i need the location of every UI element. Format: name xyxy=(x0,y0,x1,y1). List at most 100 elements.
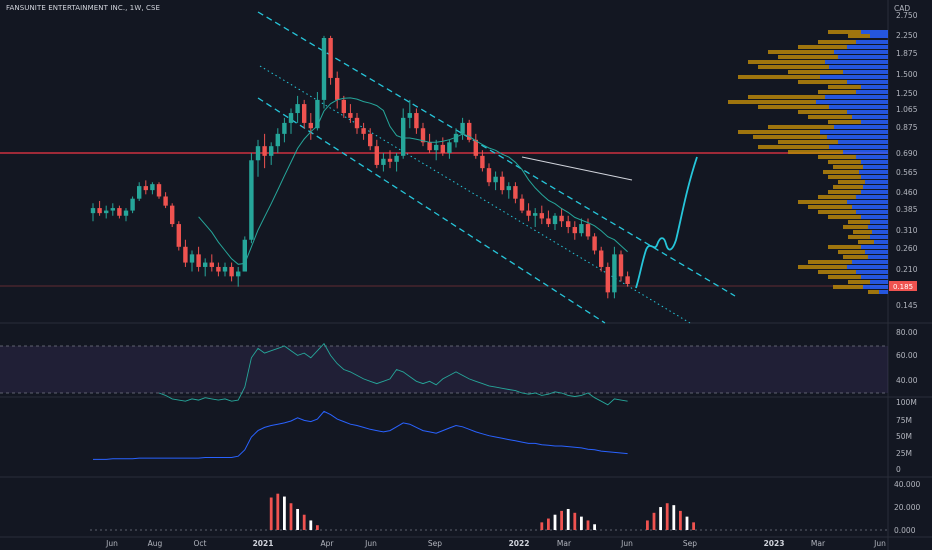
candle-body xyxy=(579,224,584,234)
candle-body xyxy=(473,139,478,156)
volume-profile-bar-up xyxy=(861,215,888,219)
histogram-bar xyxy=(580,516,583,530)
volume-profile-bar-down xyxy=(828,160,861,164)
candle-body xyxy=(288,113,294,123)
candle-body xyxy=(526,210,531,216)
time-axis-label: Jun xyxy=(105,539,118,548)
volume-profile-bar-down xyxy=(828,175,861,179)
candle-body xyxy=(308,122,313,129)
histogram-bar xyxy=(302,514,306,530)
time-axis-label: 2023 xyxy=(764,539,785,548)
candle-body xyxy=(209,262,214,267)
candle-body xyxy=(566,221,571,228)
volume-profile-bar-down xyxy=(828,275,861,279)
volume-profile-bar-up xyxy=(870,280,888,284)
time-axis[interactable]: Jun Aug Oct 2021 Apr Jun Sep 2022 Mar Jun Sep 2023 M… xyxy=(105,539,886,548)
volume-profile-bar-up xyxy=(863,165,888,169)
candle-body xyxy=(460,122,465,134)
volume-profile-bar-up xyxy=(863,285,888,289)
time-axis-label: 2022 xyxy=(509,539,530,548)
volume-profile-bar-up xyxy=(829,145,888,149)
candle-body xyxy=(216,266,221,272)
chart-title: FANSUNITE ENTERTAINMENT INC., 1W, CSE xyxy=(6,4,161,12)
volume-profile-bar-down xyxy=(868,290,879,294)
candle-body xyxy=(618,254,624,277)
candle-body xyxy=(335,77,340,100)
histogram-axis[interactable]: 40.000 20.000 0.000 xyxy=(894,480,920,535)
volume-axis[interactable]: 100M 75M 50M 25M 0 xyxy=(896,398,917,474)
candle-body xyxy=(341,99,346,114)
volume-profile-bar-down xyxy=(758,65,829,69)
candle-body xyxy=(434,144,439,151)
candle-body xyxy=(401,117,406,156)
candle-body xyxy=(546,218,551,225)
volume-profile-bar-down xyxy=(748,60,825,64)
price-axis-label: 0.875 xyxy=(896,123,918,132)
volume-profile-bar-up xyxy=(825,60,888,64)
time-axis-label: Mar xyxy=(557,539,572,548)
volume-profile-bar-down xyxy=(808,205,852,209)
volume-profile-bar-down xyxy=(798,265,847,269)
volume-profile-bar-up xyxy=(847,110,888,114)
channel-lower-line[interactable] xyxy=(257,97,606,324)
candle-body xyxy=(420,128,426,143)
candle-body xyxy=(427,142,432,151)
volume-profile-bar-down xyxy=(778,140,838,144)
rsi-axis-label: 40.00 xyxy=(896,376,918,385)
price-axis-label: 1.065 xyxy=(896,105,918,114)
currency-label: CAD xyxy=(894,4,910,13)
candle-body xyxy=(414,113,419,129)
candle-body xyxy=(533,213,538,216)
volume-profile-bar-up xyxy=(874,240,888,244)
candle-body xyxy=(486,168,492,183)
candle-body xyxy=(170,205,175,225)
volume-profile-bar-down xyxy=(748,95,825,99)
volume-profile-bar-up xyxy=(843,70,888,74)
candle-body xyxy=(559,215,564,222)
candle-body xyxy=(196,254,201,267)
volume-profile-bar-up xyxy=(852,260,888,264)
candle-body xyxy=(156,184,162,197)
volume-profile-bar-up xyxy=(825,95,888,99)
candle-body xyxy=(605,266,610,293)
candle-body xyxy=(453,133,459,143)
histogram-bar xyxy=(679,510,682,530)
price-axis-label: 0.460 xyxy=(896,188,918,197)
histogram-bar xyxy=(665,503,669,530)
volume-profile-bar-up xyxy=(829,105,888,109)
volume-axis-label: 0 xyxy=(896,465,901,474)
candle-body xyxy=(493,176,498,183)
volume-profile-bar-up xyxy=(872,230,888,234)
volume-profile-bar-up xyxy=(856,195,888,199)
moving-average-line xyxy=(198,97,628,265)
volume-profile xyxy=(728,30,888,294)
histogram-axis-label: 40.000 xyxy=(894,480,920,489)
annotation-line[interactable] xyxy=(521,156,633,181)
volume-profile-bar-down xyxy=(808,115,852,119)
histogram-bar xyxy=(685,516,689,530)
rsi-axis[interactable]: 80.00 60.00 40.00 xyxy=(896,328,918,385)
candle-body xyxy=(354,117,360,129)
candle-body xyxy=(275,133,280,147)
histogram-bar xyxy=(289,503,293,530)
candle-body xyxy=(361,128,366,134)
histogram-axis-label: 20.000 xyxy=(894,503,920,512)
volume-ma-line xyxy=(93,410,628,460)
price-axis[interactable]: 2.750 2.250 1.875 1.500 1.250 1.065 0.875 0.690… xyxy=(896,11,918,310)
candlesticks xyxy=(90,35,630,299)
candle-body xyxy=(242,239,247,272)
volume-profile-bar-down xyxy=(828,120,861,124)
rsi-line xyxy=(158,342,628,406)
histogram-bar xyxy=(296,508,299,530)
projection-path[interactable] xyxy=(635,156,698,289)
volume-profile-bar-down xyxy=(828,85,861,89)
candle-body xyxy=(513,186,518,199)
time-axis-label: Jun xyxy=(620,539,633,548)
channel-upper-line[interactable] xyxy=(257,11,736,297)
volume-profile-bar-down xyxy=(768,125,834,129)
time-axis-label: Apr xyxy=(321,539,335,548)
volume-profile-bar-down xyxy=(788,150,843,154)
price-axis-label: 1.875 xyxy=(896,49,918,58)
volume-profile-bar-up xyxy=(838,140,888,144)
